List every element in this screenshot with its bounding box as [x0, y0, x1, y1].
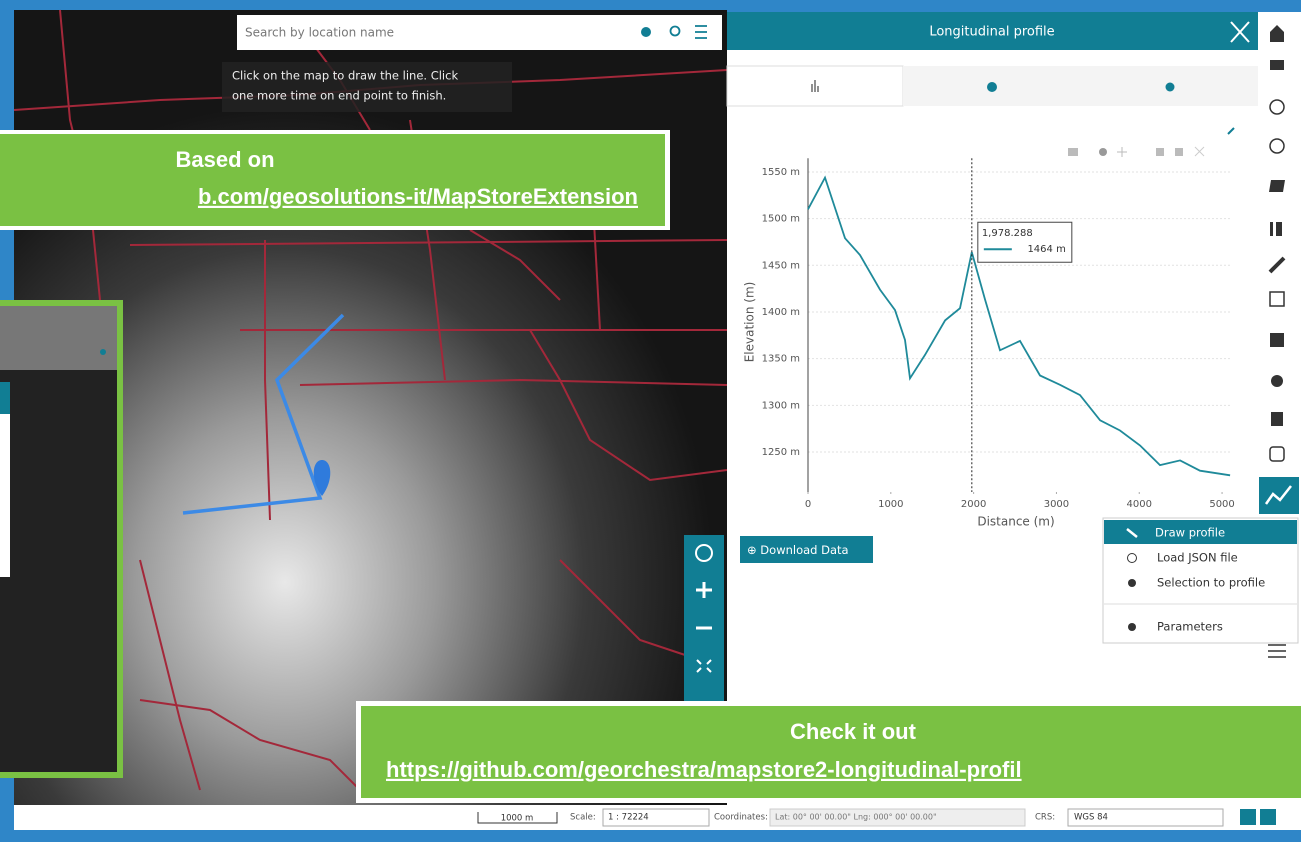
map-control-bar: [684, 535, 724, 730]
map-button[interactable]: [1270, 333, 1284, 347]
x-tick-label: 1000: [878, 499, 903, 510]
scale-label: Scale:: [570, 813, 596, 823]
hint-line: Click on the map to draw the line. Click: [232, 69, 458, 83]
footer-button[interactable]: [1240, 809, 1256, 825]
toolbar-bg: [1258, 12, 1301, 805]
banner-title: Based on: [175, 147, 274, 172]
tabs: [727, 66, 1258, 106]
download-icon: ⊕: [747, 543, 760, 557]
search-placeholder: Search by location name: [245, 26, 394, 40]
banner-bg: [0, 134, 665, 226]
modebar-icon[interactable]: [1156, 148, 1164, 156]
screen: Search by location name Click on the map…: [0, 0, 1301, 842]
hint-line: one more time on end point to finish.: [232, 89, 446, 103]
inset-sheet-header: [0, 382, 10, 414]
footer-button[interactable]: [1260, 809, 1276, 825]
tooltip: 1,978.288 1464 m: [978, 222, 1072, 262]
coordinates-value: Lat: 00° 00' 00.00" Lng: 000° 00' 00.00": [775, 813, 937, 822]
modebar-icon[interactable]: [1068, 148, 1078, 156]
tooltip-x: 1,978.288: [982, 228, 1033, 239]
menu-item[interactable]: Selection to profile: [1157, 576, 1265, 590]
profile-button[interactable]: [1259, 477, 1299, 514]
tab-info-icon[interactable]: [987, 82, 997, 92]
open-button[interactable]: [1269, 180, 1285, 192]
profile-menu: Draw profile Load JSON file Selection to…: [1103, 518, 1298, 643]
x-tick-label: 5000: [1209, 499, 1234, 510]
inset-panel: [0, 300, 123, 778]
menu-item[interactable]: Parameters: [1157, 620, 1223, 634]
map-controls: [684, 535, 724, 730]
tooltip-y: 1464 m: [1027, 244, 1065, 255]
y-tick-label: 1300 m: [762, 400, 800, 411]
y-tick-label: 1350 m: [762, 354, 800, 365]
crs-value: WGS 84: [1074, 813, 1108, 823]
banner-title: Check it out: [790, 719, 917, 744]
banner-bottom: Check it out https://github.com/georches…: [356, 701, 1301, 803]
tab-bar: [903, 66, 1258, 106]
y-tick-label: 1500 m: [762, 214, 800, 225]
x-axis-title: Distance (m): [977, 515, 1054, 529]
print-button[interactable]: [1270, 60, 1284, 70]
banner-top: Based on b.com/geosolutions-it/MapStoreE…: [0, 130, 670, 230]
scale-bar-label: 1000 m: [501, 814, 534, 824]
menu-icon: [1128, 579, 1136, 587]
menu-item[interactable]: Load JSON file: [1157, 551, 1238, 565]
profile-panel: [727, 12, 1258, 805]
banner-link[interactable]: b.com/geosolutions-it/MapStoreExtension: [198, 184, 638, 209]
y-axis-title: Elevation (m): [743, 282, 757, 363]
x-tick-label: 0: [805, 499, 811, 510]
x-tick-label: 3000: [1044, 499, 1069, 510]
coordinates-label: Coordinates:: [714, 813, 768, 823]
x-tick-label: 4000: [1127, 499, 1152, 510]
x-tick-label: 2000: [961, 499, 986, 510]
banner-link[interactable]: https://github.com/georchestra/mapstore2…: [386, 757, 1022, 782]
scale-value: 1 : 72224: [608, 813, 649, 823]
menu-item[interactable]: Draw profile: [1155, 526, 1225, 540]
menu-icon: [1128, 623, 1136, 631]
footer: 1000 m Scale: 1 : 72224 Coordinates: Lat…: [14, 805, 1301, 830]
inset-icon: [100, 349, 106, 355]
download-label[interactable]: ⊕ Download Data: [747, 543, 849, 557]
y-tick-label: 1550 m: [762, 167, 800, 178]
modebar-icon[interactable]: [1099, 148, 1107, 156]
y-tick-label: 1250 m: [762, 447, 800, 458]
catalog-button-part: [1276, 222, 1282, 236]
search-settings-icon[interactable]: [641, 27, 651, 37]
page: Search by location name Click on the map…: [0, 0, 1301, 842]
toolbar: [1258, 12, 1301, 805]
catalog-button[interactable]: [1270, 222, 1273, 236]
panel-title: Longitudinal profile: [929, 25, 1054, 40]
settings-button[interactable]: [1271, 375, 1283, 387]
download-text: Download Data: [760, 543, 848, 557]
crs-label: CRS:: [1035, 813, 1055, 823]
y-tick-label: 1450 m: [762, 260, 800, 271]
inset-header: [0, 306, 117, 370]
library-button[interactable]: [1271, 412, 1283, 426]
modebar-icon[interactable]: [1175, 148, 1183, 156]
tab-settings-icon[interactable]: [1166, 83, 1175, 92]
inset-map: [0, 306, 117, 772]
y-tick-label: 1400 m: [762, 307, 800, 318]
